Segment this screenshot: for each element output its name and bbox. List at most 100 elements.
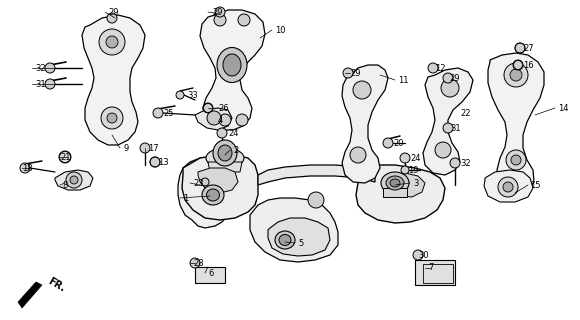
Ellipse shape [381,172,409,194]
Circle shape [503,182,513,192]
Circle shape [45,63,55,73]
Circle shape [435,142,451,158]
Circle shape [513,60,523,70]
Circle shape [217,128,227,138]
Polygon shape [484,170,533,202]
Polygon shape [423,68,473,175]
Ellipse shape [390,179,400,187]
Text: 30: 30 [418,251,429,260]
Circle shape [343,68,353,78]
Polygon shape [488,53,544,193]
Polygon shape [55,170,93,190]
Circle shape [401,166,409,174]
Circle shape [511,155,521,165]
Circle shape [107,113,117,123]
Circle shape [45,79,55,89]
Polygon shape [182,155,258,220]
Ellipse shape [202,185,224,205]
Circle shape [201,178,209,186]
Circle shape [441,79,459,97]
Ellipse shape [213,140,237,166]
Polygon shape [208,162,242,172]
Circle shape [153,108,163,118]
Text: 29: 29 [212,7,223,17]
Circle shape [20,163,30,173]
Polygon shape [18,282,42,308]
Text: 17: 17 [148,143,158,153]
Text: 20: 20 [393,139,404,148]
Circle shape [510,69,522,81]
Circle shape [443,73,453,83]
Circle shape [203,103,213,113]
Text: FR.: FR. [46,276,67,294]
Text: 15: 15 [530,180,541,189]
Text: 8: 8 [62,180,67,189]
Polygon shape [356,165,445,223]
Circle shape [101,107,123,129]
Text: 4: 4 [218,116,223,124]
Text: 32: 32 [35,63,46,73]
Circle shape [504,63,528,87]
Text: 3: 3 [413,179,418,188]
Circle shape [99,29,125,55]
Circle shape [176,91,184,99]
Text: 32: 32 [460,158,470,167]
Circle shape [506,150,526,170]
Text: 24: 24 [228,129,238,138]
Text: 1: 1 [183,194,188,203]
Polygon shape [198,168,238,193]
Circle shape [190,258,200,268]
Polygon shape [388,173,425,197]
Circle shape [308,192,324,208]
Ellipse shape [218,145,232,161]
Text: 24: 24 [410,154,420,163]
Circle shape [498,177,518,197]
Circle shape [413,250,423,260]
Text: 21: 21 [60,153,71,162]
Circle shape [450,158,460,168]
Circle shape [236,114,248,126]
Text: 5: 5 [298,238,303,247]
Circle shape [428,63,438,73]
Text: 26: 26 [218,103,229,113]
Circle shape [238,14,250,26]
Text: 6: 6 [208,268,213,277]
Circle shape [443,123,453,133]
Text: 27: 27 [523,44,534,52]
Polygon shape [415,260,455,285]
Circle shape [140,143,150,153]
Circle shape [515,43,525,53]
Text: 19: 19 [408,165,419,174]
Text: 9: 9 [123,143,128,153]
Text: 10: 10 [275,26,285,35]
Polygon shape [200,10,265,130]
Ellipse shape [206,148,244,168]
Circle shape [70,176,78,184]
Circle shape [207,111,221,125]
Text: 31: 31 [450,124,461,132]
Polygon shape [178,158,230,228]
Text: 25: 25 [163,108,173,117]
Text: 7: 7 [428,263,433,273]
Text: 11: 11 [398,76,408,84]
Circle shape [150,157,160,167]
Text: 23: 23 [193,179,204,188]
Text: 16: 16 [523,60,534,69]
Circle shape [215,7,225,17]
Ellipse shape [386,176,404,190]
Polygon shape [342,65,388,183]
Polygon shape [258,165,375,185]
Polygon shape [82,15,145,145]
Polygon shape [383,188,407,197]
Ellipse shape [275,231,295,249]
Circle shape [353,81,371,99]
Ellipse shape [206,189,219,201]
Text: 29: 29 [449,74,459,83]
Circle shape [350,147,366,163]
Text: 28: 28 [193,259,204,268]
Text: 22: 22 [460,108,470,117]
Ellipse shape [217,47,247,83]
Circle shape [383,138,393,148]
Text: 31: 31 [35,79,46,89]
Text: 29: 29 [350,68,361,77]
